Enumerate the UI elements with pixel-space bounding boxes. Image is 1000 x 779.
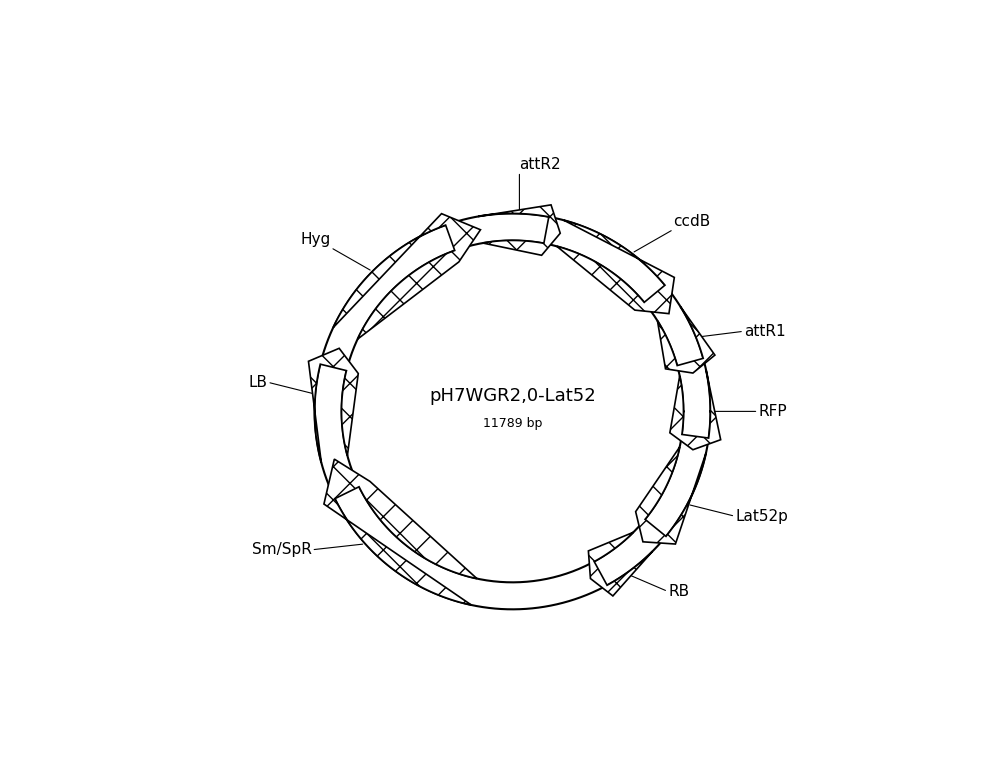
Text: LB: LB — [248, 375, 267, 390]
Polygon shape — [636, 447, 706, 544]
Polygon shape — [670, 370, 721, 449]
Polygon shape — [478, 205, 560, 256]
Polygon shape — [308, 348, 358, 463]
Text: ccdB: ccdB — [674, 214, 711, 229]
Text: Lat52p: Lat52p — [735, 509, 788, 523]
Polygon shape — [324, 459, 477, 605]
Text: Sm/SpR: Sm/SpR — [252, 542, 311, 557]
Text: Hyg: Hyg — [300, 232, 331, 248]
Polygon shape — [557, 220, 674, 314]
Text: RFP: RFP — [758, 404, 787, 419]
Text: RB: RB — [668, 584, 689, 599]
Text: pH7WGR2,0-Lat52: pH7WGR2,0-Lat52 — [429, 387, 596, 405]
Text: attR2: attR2 — [519, 157, 561, 171]
Text: 11789 bp: 11789 bp — [483, 417, 542, 430]
Text: attR1: attR1 — [744, 324, 786, 339]
Polygon shape — [333, 213, 480, 339]
Polygon shape — [657, 306, 715, 373]
Polygon shape — [588, 532, 652, 596]
